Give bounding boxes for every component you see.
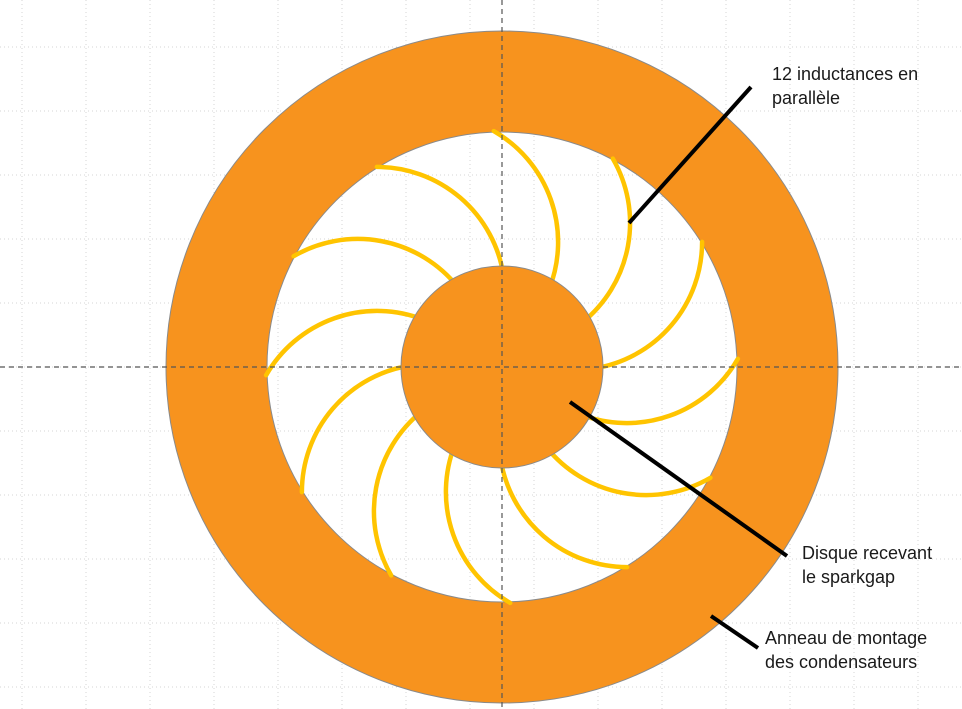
label-anneau-line1: Anneau de montage <box>765 628 928 648</box>
leader-lines <box>568 85 789 650</box>
leader-line-disque <box>568 400 789 558</box>
label-inductances-line1: 12 inductances en <box>772 64 919 84</box>
label-inductances-line2: parallèle <box>772 88 841 108</box>
leader-line-inductances <box>627 85 753 225</box>
sparkgap-disc <box>400 265 604 469</box>
label-inductances: 12 inductances en parallèle <box>772 62 918 110</box>
label-anneau-line2: des condensateurs <box>765 652 918 672</box>
label-anneau: Anneau de montage des condensateurs <box>765 626 927 674</box>
label-disque: Disque recevant le sparkgap <box>802 541 932 589</box>
leader-line-anneau <box>709 614 760 650</box>
label-disque-line2: le sparkgap <box>802 567 896 587</box>
label-disque-line1: Disque recevant <box>802 543 933 563</box>
